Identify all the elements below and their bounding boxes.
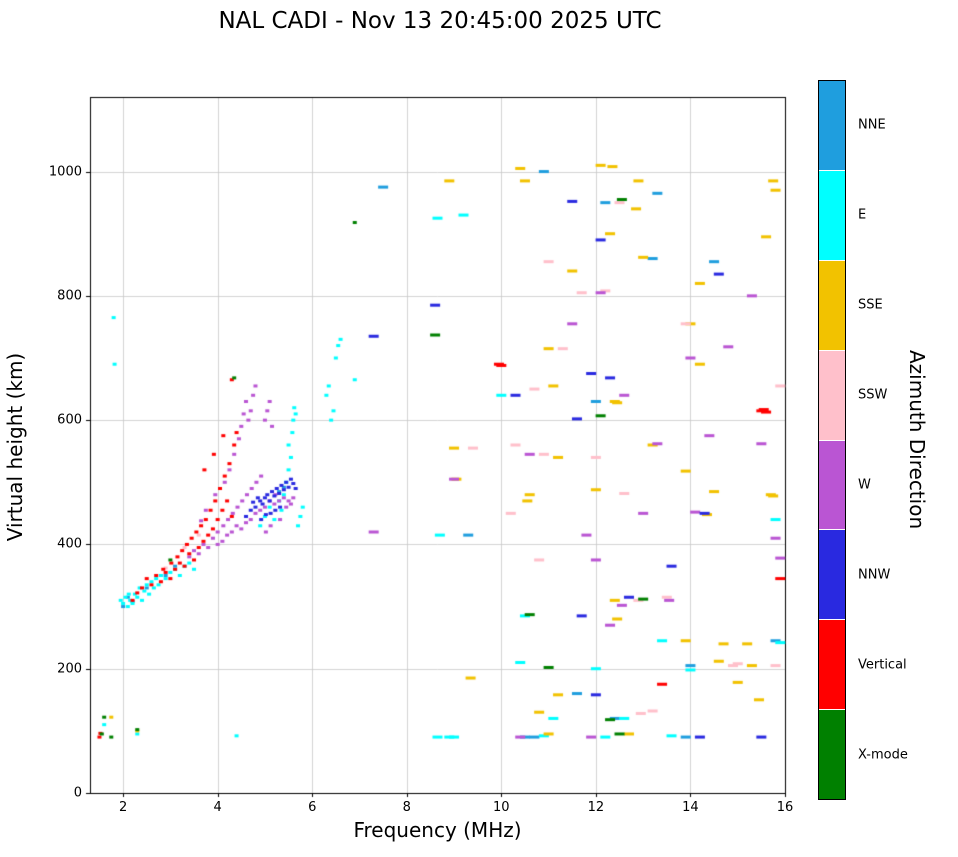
x-tick-label: 16 (776, 800, 794, 815)
colorbar-label-w: W (858, 477, 871, 493)
chart-title: NAL CADI - Nov 13 20:45:00 2025 UTC (218, 8, 662, 34)
x-axis-label: Frequency (MHz) (353, 818, 522, 842)
colorbar-label-x-mode: X-mode (858, 747, 908, 763)
x-tick-label: 14 (682, 800, 699, 815)
x-tick-label: 2 (118, 800, 128, 815)
x-tick-label: 10 (493, 800, 510, 815)
y-tick-label: 600 (57, 412, 82, 428)
colorbar-segment-nnw (819, 529, 845, 620)
colorbar-label-sse: SSE (858, 297, 883, 313)
x-tick-label: 12 (587, 800, 605, 815)
colorbar-title: Azimuth Direction (905, 350, 929, 530)
colorbar-segment-w (819, 439, 845, 530)
azimuth-colorbar (818, 80, 846, 800)
colorbar-segment-ssw (819, 349, 845, 440)
colorbar-label-nne: NNE (858, 117, 886, 133)
colorbar-segment-sse (819, 259, 845, 350)
colorbar-label-nnw: NNW (858, 567, 891, 583)
x-tick-label: 6 (308, 800, 317, 815)
x-tick-label: 8 (402, 800, 411, 815)
colorbar-segment-vertical (819, 619, 845, 710)
colorbar-label-ssw: SSW (858, 387, 888, 403)
y-tick-label: 800 (57, 288, 82, 304)
y-tick-label: 0 (73, 785, 82, 801)
x-tick-label: 4 (213, 800, 222, 815)
colorbar-segment-e (819, 169, 845, 260)
y-tick-label: 1000 (48, 164, 82, 180)
y-tick-label: 400 (57, 536, 82, 552)
colorbar-label-vertical: Vertical (858, 657, 907, 673)
colorbar-segment-nne (819, 81, 845, 170)
colorbar-segment-x-mode (819, 709, 845, 799)
colorbar-label-e: E (858, 207, 867, 223)
y-tick-label: 200 (57, 661, 82, 677)
y-axis-label: Virtual height (km) (3, 352, 27, 542)
